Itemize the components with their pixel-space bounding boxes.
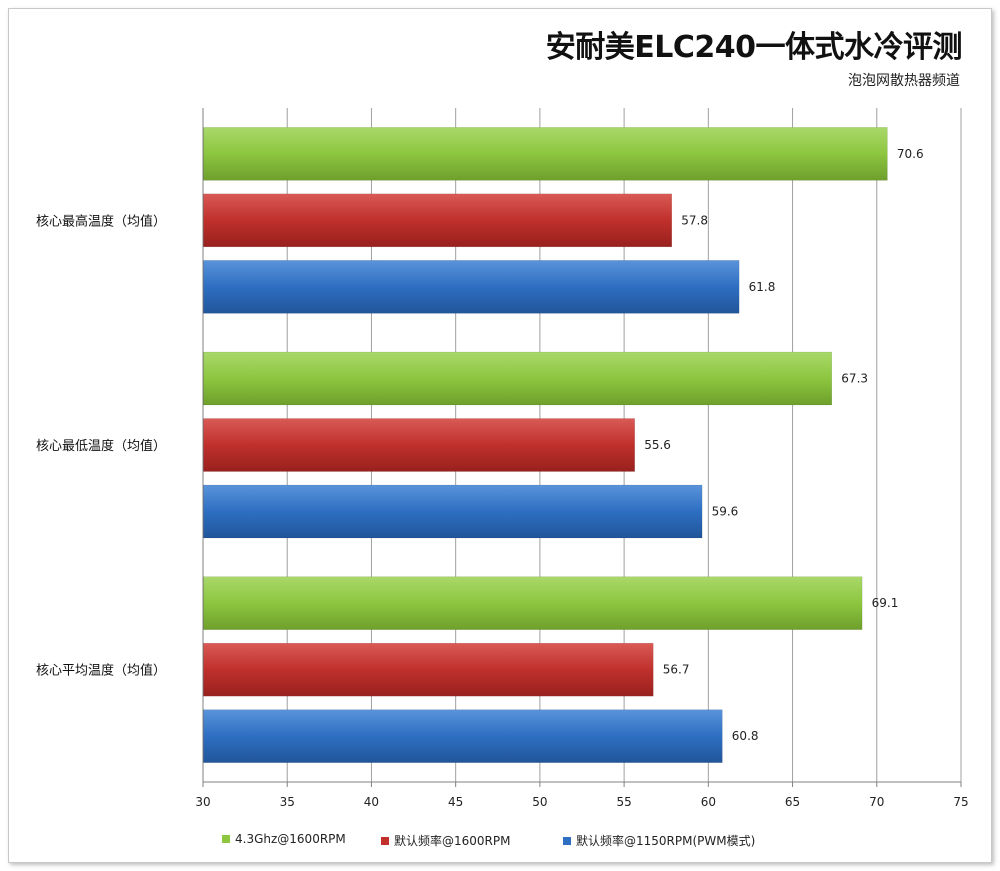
legend-item: 默认频率@1150RPM(PWM模式) [563, 832, 755, 849]
legend-item: 默认频率@1600RPM [381, 832, 510, 849]
x-tick-label: 45 [448, 795, 463, 809]
data-label: 59.6 [712, 505, 739, 519]
chart-subtitle: 泡泡网散热器频道 [848, 73, 960, 89]
chart-legend: 4.3Ghz@1600RPM 默认频率@1600RPM 默认频率@1150RPM(P… [0, 832, 1000, 852]
data-label: 60.8 [732, 729, 759, 743]
legend-swatch [222, 835, 230, 843]
x-tick-label: 70 [869, 795, 884, 809]
legend-label: 默认频率@1150RPM(PWM模式) [576, 834, 756, 848]
x-tick-label: 65 [785, 795, 800, 809]
x-tick-label: 30 [195, 795, 210, 809]
data-label: 56.7 [663, 663, 690, 677]
data-label: 61.8 [749, 280, 776, 294]
bar [203, 351, 833, 406]
bar [203, 418, 635, 472]
data-label: 57.8 [681, 213, 708, 227]
legend-label: 默认频率@1600RPM [394, 834, 511, 848]
data-label: 70.6 [897, 147, 924, 161]
bar [203, 709, 723, 763]
legend-swatch [563, 836, 571, 845]
category-label: 核心最低温度（均值） [36, 438, 166, 454]
category-label: 核心平均温度（均值） [36, 663, 166, 679]
data-label: 55.6 [644, 438, 671, 452]
bar [203, 127, 888, 181]
x-tick-label: 35 [280, 795, 295, 809]
data-label: 67.3 [841, 372, 868, 386]
bar [203, 260, 740, 314]
category-label: 核心最高温度（均值） [36, 213, 166, 229]
x-tick-label: 40 [364, 795, 379, 809]
bar [203, 576, 863, 630]
x-tick-label: 60 [701, 795, 716, 809]
chart-title: 安耐美ELC240一体式水冷评测 [545, 30, 963, 65]
legend-swatch [381, 836, 389, 845]
legend-item: 4.3Ghz@1600RPM [222, 832, 346, 846]
bar [203, 484, 703, 539]
x-tick-label: 75 [953, 795, 968, 809]
bar [203, 193, 673, 248]
x-tick-label: 50 [532, 795, 547, 809]
data-label: 69.1 [872, 596, 899, 610]
legend-label: 4.3Ghz@1600RPM [235, 832, 346, 846]
bar [203, 642, 654, 697]
x-tick-label: 55 [616, 795, 631, 809]
